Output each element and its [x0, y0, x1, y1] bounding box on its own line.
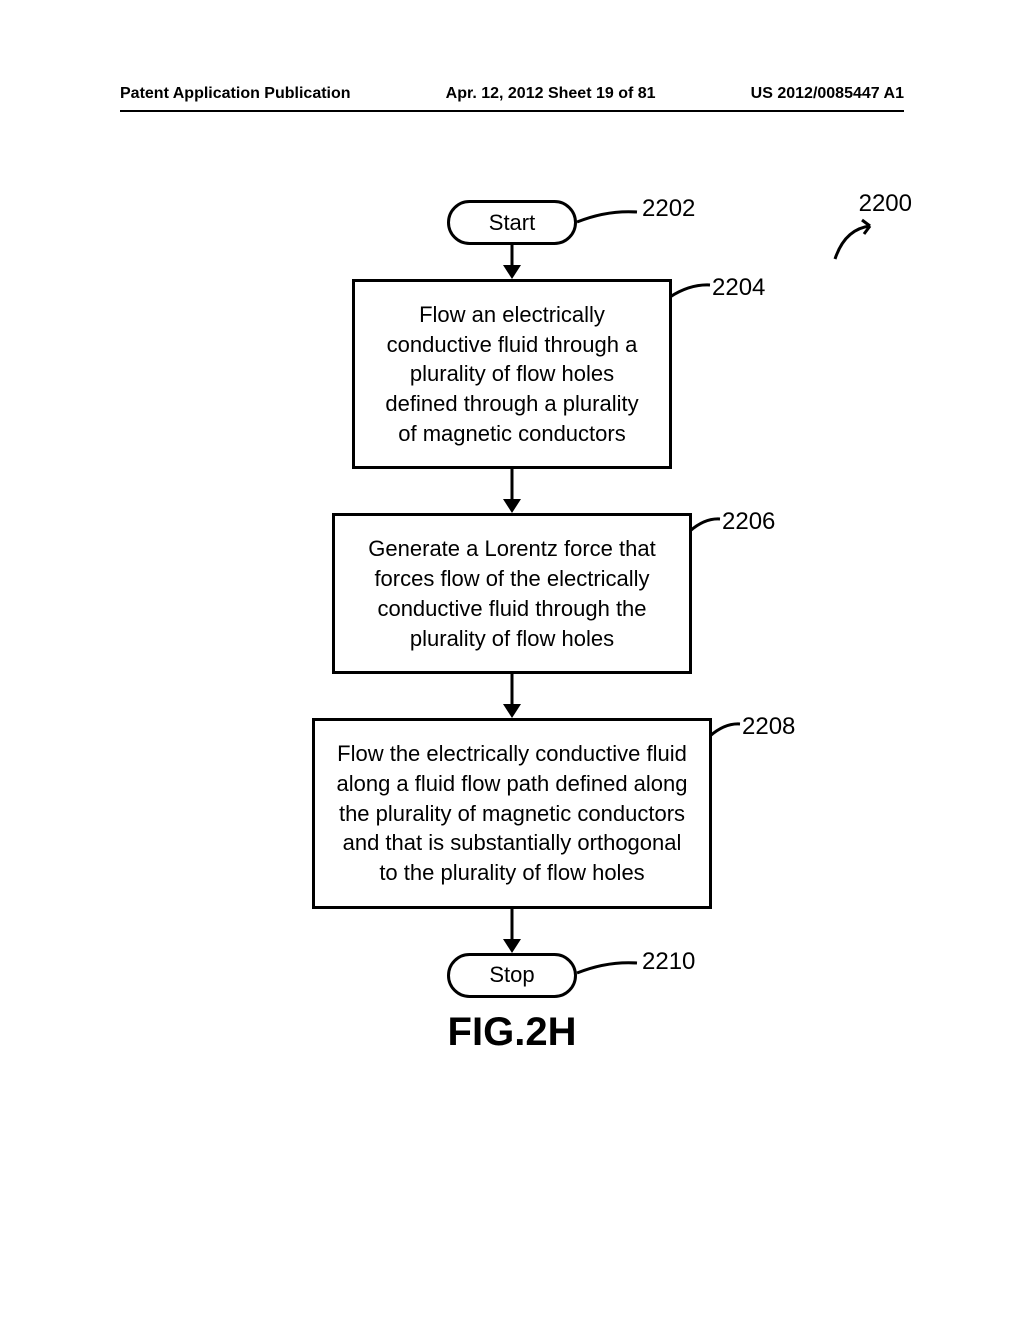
ref-2202-line [577, 210, 642, 230]
header-center: Apr. 12, 2012 Sheet 19 of 81 [446, 85, 656, 103]
process-2204: Flow an electrically conductive fluid th… [352, 279, 672, 469]
ref-2206-line [690, 516, 725, 536]
header-right: US 2012/0085447 A1 [751, 85, 904, 103]
page-header: Patent Application Publication Apr. 12, … [0, 85, 1024, 103]
stop-terminal: Stop [447, 953, 577, 998]
header-left: Patent Application Publication [120, 85, 351, 103]
process-2204-text: Flow an electrically conductive fluid th… [385, 302, 638, 446]
header-divider [120, 110, 904, 112]
ref-2202-label: 2202 [642, 195, 695, 223]
figure-label: FIG.2H [448, 1010, 577, 1055]
ref-2206-label: 2206 [722, 508, 775, 536]
ref-2204-line [670, 282, 715, 302]
ref-2210-line [577, 961, 642, 981]
process-2206-text: Generate a Lorentz force that forces flo… [368, 536, 655, 650]
process-2206: Generate a Lorentz force that forces flo… [332, 513, 692, 674]
stop-label: Stop [489, 962, 534, 988]
process-2208-text: Flow the electrically conductive fluid a… [336, 741, 687, 885]
ref-2210-label: 2210 [642, 948, 695, 976]
ref-2204-label: 2204 [712, 274, 765, 302]
ref-2208-label: 2208 [742, 713, 795, 741]
ref-2200-label: 2200 [859, 190, 912, 218]
flowchart-diagram: 2200 Start 2202 Flow an electrically con… [212, 200, 812, 998]
start-label: Start [489, 210, 535, 236]
ref-2200-curve [830, 224, 880, 264]
ref-2208-line [710, 721, 745, 741]
process-2208: Flow the electrically conductive fluid a… [312, 718, 712, 908]
start-terminal: Start [447, 200, 577, 245]
